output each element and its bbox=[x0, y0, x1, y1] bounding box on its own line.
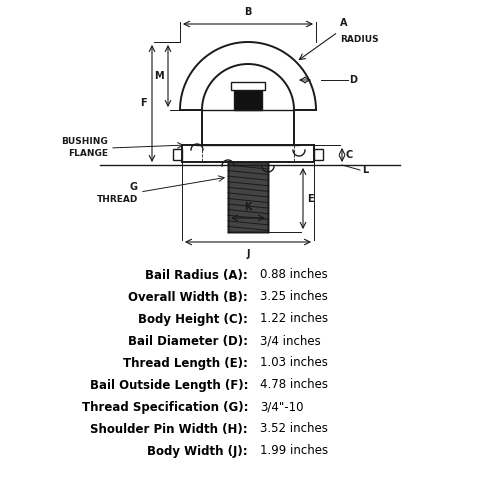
Text: Thread Length (E):: Thread Length (E): bbox=[123, 356, 248, 370]
Text: 3/4 inches: 3/4 inches bbox=[260, 334, 321, 347]
Text: C: C bbox=[346, 150, 353, 160]
Text: M: M bbox=[154, 71, 164, 81]
Text: BUSHING: BUSHING bbox=[61, 138, 108, 146]
Text: 3.52 inches: 3.52 inches bbox=[260, 422, 328, 436]
Text: 0.88 inches: 0.88 inches bbox=[260, 268, 328, 281]
Text: RADIUS: RADIUS bbox=[340, 35, 378, 44]
Text: F: F bbox=[140, 98, 147, 108]
Bar bbox=[314, 149, 323, 160]
Text: 1.22 inches: 1.22 inches bbox=[260, 312, 328, 326]
Bar bbox=[173, 149, 182, 160]
Text: Thread Specification (G):: Thread Specification (G): bbox=[82, 400, 248, 413]
Text: 3/4"-10: 3/4"-10 bbox=[260, 400, 304, 413]
Text: 1.99 inches: 1.99 inches bbox=[260, 444, 328, 458]
Text: THREAD: THREAD bbox=[96, 194, 138, 203]
Text: Shoulder Pin Width (H):: Shoulder Pin Width (H): bbox=[90, 422, 248, 436]
Text: 1.03 inches: 1.03 inches bbox=[260, 356, 328, 370]
Bar bbox=[234, 90, 262, 110]
Text: L: L bbox=[362, 165, 368, 175]
Text: E: E bbox=[307, 194, 314, 203]
Text: Bail Radius (A):: Bail Radius (A): bbox=[145, 268, 248, 281]
Text: Body Height (C):: Body Height (C): bbox=[138, 312, 248, 326]
Text: Body Width (J):: Body Width (J): bbox=[148, 444, 248, 458]
Text: D: D bbox=[349, 75, 357, 85]
Bar bbox=[231, 82, 265, 90]
Text: Overall Width (B):: Overall Width (B): bbox=[128, 290, 248, 304]
Text: J: J bbox=[246, 249, 250, 259]
Text: 4.78 inches: 4.78 inches bbox=[260, 378, 328, 392]
Text: K: K bbox=[244, 202, 252, 212]
Text: G: G bbox=[130, 182, 138, 192]
Text: 3.25 inches: 3.25 inches bbox=[260, 290, 328, 304]
Bar bbox=[228, 162, 268, 232]
Text: A: A bbox=[340, 18, 347, 28]
Text: B: B bbox=[244, 7, 252, 17]
Text: FLANGE: FLANGE bbox=[68, 150, 108, 158]
Text: Bail Diameter (D):: Bail Diameter (D): bbox=[128, 334, 248, 347]
Text: Bail Outside Length (F):: Bail Outside Length (F): bbox=[90, 378, 248, 392]
